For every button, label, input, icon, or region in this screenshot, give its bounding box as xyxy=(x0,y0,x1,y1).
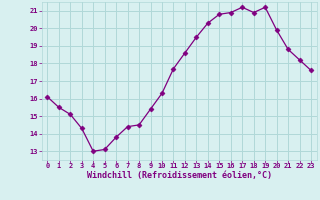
X-axis label: Windchill (Refroidissement éolien,°C): Windchill (Refroidissement éolien,°C) xyxy=(87,171,272,180)
